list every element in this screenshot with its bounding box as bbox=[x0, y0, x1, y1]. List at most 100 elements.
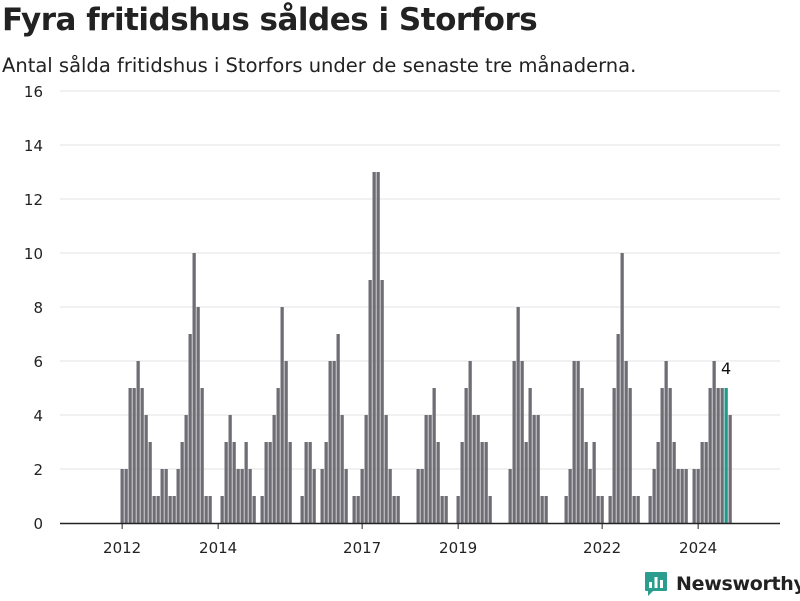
bar bbox=[308, 442, 312, 523]
bar bbox=[204, 496, 208, 523]
bar bbox=[192, 253, 196, 523]
bar bbox=[564, 496, 568, 523]
newsworthy-logo-icon bbox=[644, 571, 668, 597]
bar bbox=[372, 172, 376, 523]
x-tick-label: 2024 bbox=[679, 539, 717, 557]
bar bbox=[240, 469, 244, 523]
bar bbox=[700, 442, 704, 523]
bar bbox=[300, 496, 304, 523]
bar bbox=[572, 361, 576, 523]
bar bbox=[468, 361, 472, 523]
bar bbox=[136, 361, 140, 523]
bar bbox=[608, 496, 612, 523]
bar bbox=[528, 388, 532, 523]
bar bbox=[472, 415, 476, 523]
bar bbox=[336, 334, 340, 523]
y-tick-label: 6 bbox=[33, 353, 43, 371]
bar bbox=[692, 469, 696, 523]
bar bbox=[172, 496, 176, 523]
bars bbox=[120, 172, 732, 523]
bar bbox=[440, 496, 444, 523]
bar bbox=[268, 442, 272, 523]
bar bbox=[728, 415, 732, 523]
data-labels: 4 bbox=[720, 358, 733, 380]
x-tick-label: 2012 bbox=[103, 539, 141, 557]
bar bbox=[328, 361, 332, 523]
bar bbox=[456, 496, 460, 523]
bar bbox=[196, 307, 200, 523]
bar bbox=[236, 469, 240, 523]
gridlines bbox=[60, 90, 780, 470]
bar bbox=[696, 469, 700, 523]
bar bbox=[464, 388, 468, 523]
bar bbox=[388, 469, 392, 523]
page-title: Fyra fritidshus såldes i Storfors bbox=[2, 2, 538, 38]
bar bbox=[480, 442, 484, 523]
bar bbox=[416, 469, 420, 523]
bar bbox=[272, 415, 276, 523]
bar bbox=[180, 442, 184, 523]
bar bbox=[568, 469, 572, 523]
bar bbox=[312, 469, 316, 523]
y-axis-labels: 0 2 4 6 8 10 12 14 16 bbox=[24, 83, 43, 533]
bar bbox=[224, 442, 228, 523]
y-tick-label: 14 bbox=[24, 137, 43, 155]
bar bbox=[324, 442, 328, 523]
bar bbox=[624, 361, 628, 523]
bar bbox=[124, 469, 128, 523]
bar bbox=[132, 388, 136, 523]
bar bbox=[228, 415, 232, 523]
bar bbox=[244, 442, 248, 523]
newsworthy-logo-text: Newsworthy bbox=[676, 573, 800, 595]
bar bbox=[376, 172, 380, 523]
bar bbox=[164, 469, 168, 523]
bar bbox=[476, 415, 480, 523]
bar bbox=[656, 442, 660, 523]
bar bbox=[428, 415, 432, 523]
bar bbox=[632, 496, 636, 523]
bar bbox=[280, 307, 284, 523]
x-tick-label: 2014 bbox=[199, 539, 237, 557]
bar bbox=[320, 469, 324, 523]
bar bbox=[248, 469, 252, 523]
bar bbox=[152, 496, 156, 523]
bar bbox=[380, 280, 384, 523]
y-tick-label: 10 bbox=[24, 245, 43, 263]
bar bbox=[284, 361, 288, 523]
x-tick-label: 2022 bbox=[583, 539, 621, 557]
bar bbox=[664, 361, 668, 523]
bar bbox=[600, 496, 604, 523]
newsworthy-logo[interactable]: Newsworthy bbox=[644, 569, 800, 599]
y-tick-label: 4 bbox=[33, 407, 43, 425]
bar bbox=[540, 496, 544, 523]
bar bbox=[708, 388, 712, 523]
y-tick-label: 12 bbox=[24, 191, 43, 209]
bar bbox=[344, 469, 348, 523]
bar bbox=[676, 469, 680, 523]
bar bbox=[264, 442, 268, 523]
bar bbox=[724, 388, 728, 523]
bar bbox=[508, 469, 512, 523]
bar bbox=[168, 496, 172, 523]
bar bbox=[596, 496, 600, 523]
bar bbox=[436, 442, 440, 523]
bar bbox=[304, 442, 308, 523]
bar bbox=[232, 442, 236, 523]
bar bbox=[512, 361, 516, 523]
bar bbox=[160, 469, 164, 523]
bar bbox=[520, 361, 524, 523]
bar bbox=[332, 361, 336, 523]
bar bbox=[148, 442, 152, 523]
bar bbox=[120, 469, 124, 523]
bar bbox=[484, 442, 488, 523]
y-tick-label: 16 bbox=[24, 83, 43, 101]
y-tick-label: 0 bbox=[33, 515, 43, 533]
bar bbox=[252, 496, 256, 523]
bar bbox=[488, 496, 492, 523]
bar bbox=[156, 496, 160, 523]
y-tick-label: 8 bbox=[33, 299, 43, 317]
bar bbox=[704, 442, 708, 523]
bar bbox=[576, 361, 580, 523]
bar bbox=[368, 280, 372, 523]
